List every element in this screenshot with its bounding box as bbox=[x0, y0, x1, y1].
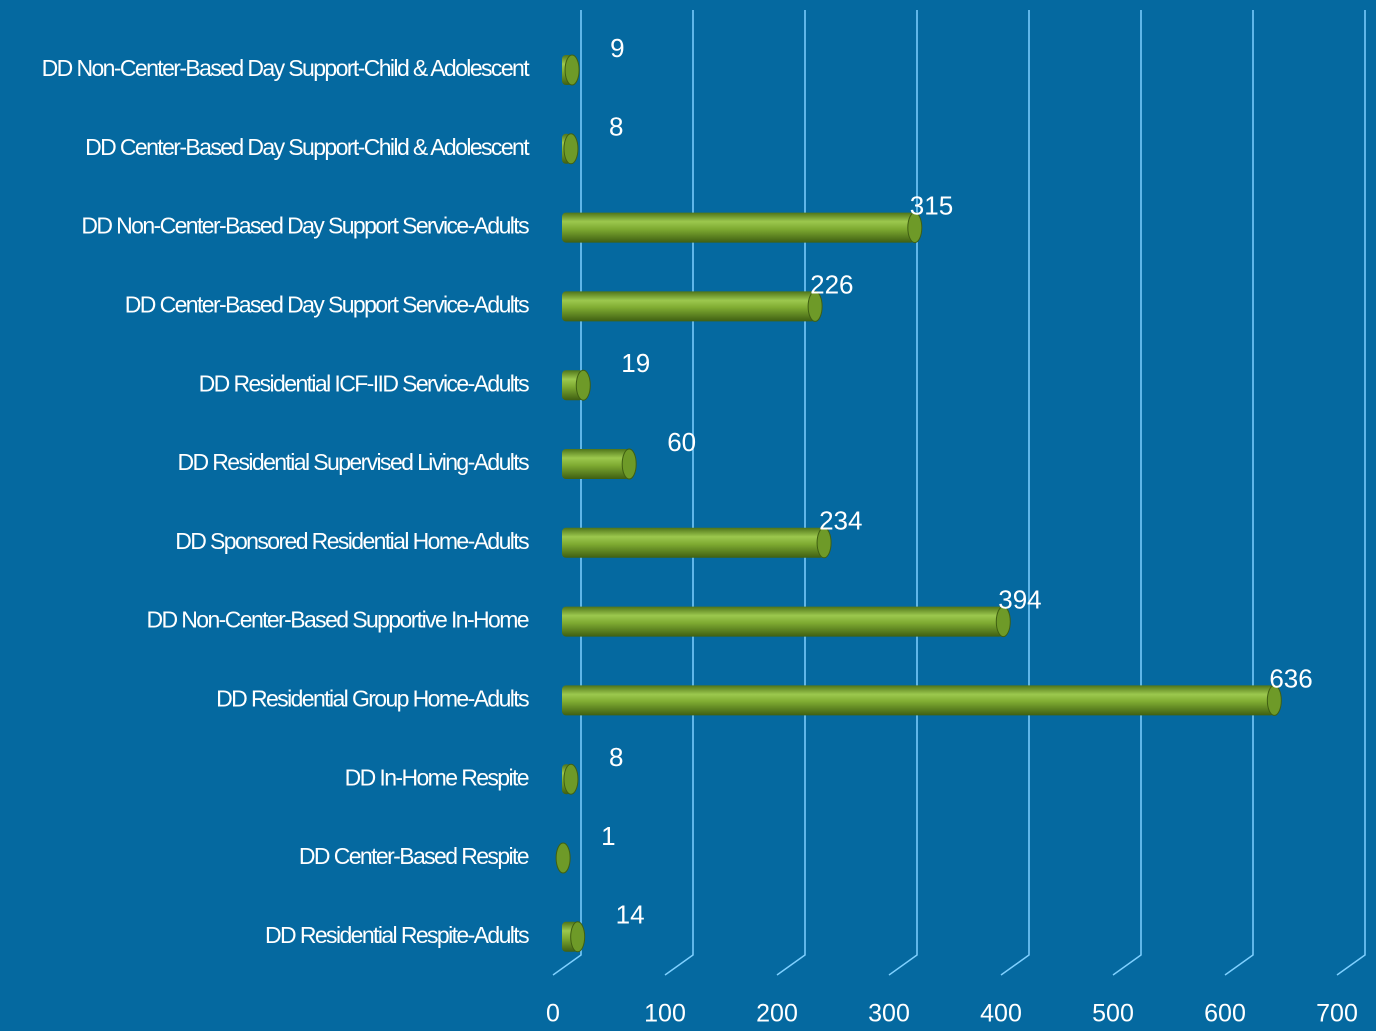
data-label: 60 bbox=[667, 427, 696, 457]
grid-line bbox=[1224, 10, 1254, 976]
y-tick-label: DD Residential ICF-IID Service-Adults bbox=[199, 370, 529, 396]
data-label: 19 bbox=[621, 348, 650, 378]
bar bbox=[562, 685, 1275, 716]
bar-cap bbox=[570, 921, 586, 953]
bar-cap bbox=[564, 54, 580, 86]
grid-line bbox=[664, 10, 694, 976]
data-label: 394 bbox=[998, 584, 1041, 614]
bar bbox=[562, 212, 915, 243]
y-tick-label: DD Non-Center-Based Day Support-Child & … bbox=[42, 55, 531, 81]
grid-line bbox=[1336, 10, 1366, 976]
data-label: 9 bbox=[610, 33, 624, 63]
bar-cap bbox=[816, 527, 832, 559]
x-tick-label: 300 bbox=[868, 1000, 910, 1028]
y-tick-label: DD Residential Supervised Living-Adults bbox=[177, 449, 529, 475]
bar bbox=[562, 291, 816, 322]
y-tick-label: DD Sponsored Residential Home-Adults bbox=[175, 528, 529, 554]
data-label: 226 bbox=[810, 269, 853, 299]
bar-cap bbox=[1266, 684, 1282, 716]
data-label: 8 bbox=[609, 112, 623, 142]
y-tick-label: DD Center-Based Day Support-Child & Adol… bbox=[85, 134, 530, 160]
bar-cap bbox=[621, 448, 637, 480]
x-tick-label: 400 bbox=[980, 1000, 1022, 1028]
grid-line bbox=[1112, 10, 1142, 976]
x-tick-label: 200 bbox=[756, 1000, 798, 1028]
data-label: 1 bbox=[601, 821, 615, 851]
x-tick-label: 600 bbox=[1204, 1000, 1246, 1028]
bar-cap bbox=[807, 290, 823, 322]
y-tick-label: DD Center-Based Day Support Service-Adul… bbox=[125, 291, 529, 317]
y-tick-label: DD Residential Respite-Adults bbox=[265, 922, 529, 948]
bar bbox=[562, 606, 1004, 637]
y-tick-label: DD Non-Center-Based Supportive In-Home bbox=[146, 607, 528, 633]
bar-cap bbox=[555, 842, 571, 874]
data-label: 315 bbox=[910, 190, 953, 220]
grid-line bbox=[552, 10, 582, 976]
bar-cap bbox=[995, 606, 1011, 638]
bar bbox=[562, 527, 825, 558]
bar-cap bbox=[563, 133, 579, 165]
bar-cap bbox=[575, 369, 591, 401]
data-label: 8 bbox=[609, 742, 623, 772]
y-tick-label: DD In-Home Respite bbox=[345, 764, 529, 790]
y-tick-label: DD Residential Group Home-Adults bbox=[216, 685, 529, 711]
bar bbox=[562, 449, 630, 479]
y-tick-label: DD Center-Based Respite bbox=[299, 843, 529, 869]
data-label: 636 bbox=[1269, 663, 1312, 693]
x-tick-label: 500 bbox=[1092, 1000, 1134, 1028]
x-tick-label: 0 bbox=[546, 1000, 560, 1028]
data-label: 14 bbox=[616, 900, 645, 930]
bar-cap bbox=[563, 763, 579, 795]
data-label: 234 bbox=[819, 506, 862, 536]
grid-line bbox=[888, 10, 918, 976]
grid-line bbox=[776, 10, 806, 976]
bar-cap bbox=[907, 212, 923, 244]
x-tick-label: 700 bbox=[1316, 1000, 1358, 1028]
y-tick-label: DD Non-Center-Based Day Support Service-… bbox=[81, 213, 529, 239]
grid-line bbox=[1000, 10, 1030, 976]
x-tick-label: 100 bbox=[644, 1000, 686, 1028]
